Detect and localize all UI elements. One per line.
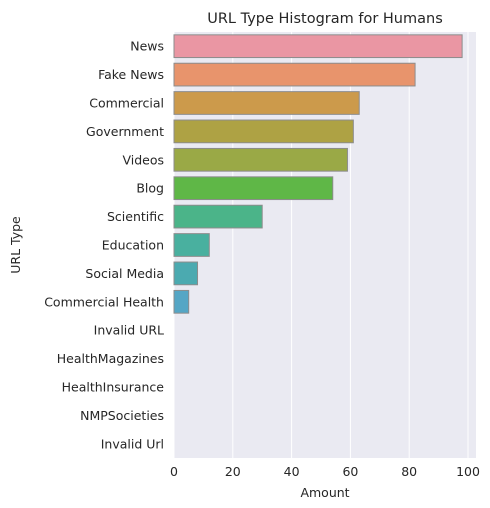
bar xyxy=(173,147,348,172)
y-tick-label: Social Media xyxy=(85,266,164,281)
bar xyxy=(173,62,416,87)
x-tick-label: 80 xyxy=(401,464,417,479)
bar xyxy=(173,119,354,144)
x-tick-label: 40 xyxy=(284,464,300,479)
bar xyxy=(173,289,190,314)
x-tick-label: 60 xyxy=(342,464,358,479)
y-tick-label: Videos xyxy=(122,152,164,167)
y-tick-label: HealthInsurance xyxy=(62,380,165,395)
y-tick-label: Invalid URL xyxy=(94,323,164,338)
y-tick-label: Blog xyxy=(136,181,164,196)
y-tick-label: Commercial Health xyxy=(44,294,164,309)
x-axis-label: Amount xyxy=(300,485,349,500)
y-tick-label: Government xyxy=(86,124,164,139)
y-tick-label: Education xyxy=(102,238,164,253)
bar xyxy=(173,204,263,229)
x-tick-label: 0 xyxy=(170,464,178,479)
x-tick-labels: 0 20 40 60 80 100 xyxy=(170,464,480,479)
bar xyxy=(173,261,199,286)
x-tick-label: 100 xyxy=(456,464,480,479)
y-tick-label: NMPSocieties xyxy=(80,408,164,423)
bar xyxy=(173,233,210,257)
bar xyxy=(173,34,463,59)
bar xyxy=(173,91,360,115)
y-tick-labels: News Fake News Commercial Government Videos B… xyxy=(44,39,164,452)
y-tick-label: Scientific xyxy=(107,209,164,224)
y-tick-label: Invalid Url xyxy=(101,436,164,451)
bar xyxy=(173,176,334,201)
y-axis-label: URL Type xyxy=(8,216,23,274)
chart-title: URL Type Histogram for Humans xyxy=(207,11,443,27)
y-tick-label: News xyxy=(130,39,164,54)
y-tick-label: Commercial xyxy=(89,96,164,111)
y-tick-label: HealthMagazines xyxy=(57,351,164,366)
x-tick-label: 20 xyxy=(225,464,241,479)
bars xyxy=(173,34,463,314)
y-tick-label: Fake News xyxy=(98,67,164,82)
